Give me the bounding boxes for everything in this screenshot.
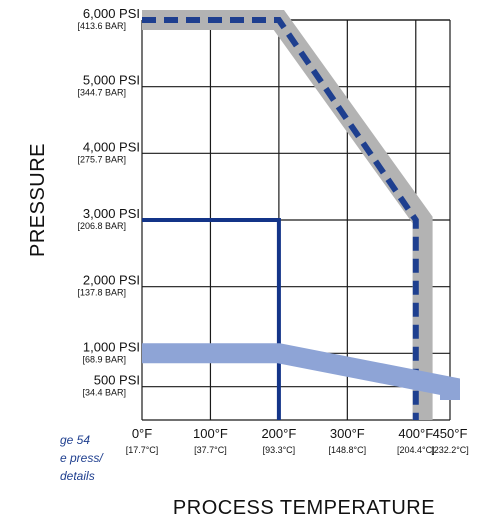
y-tick-labels: 500 PSI[34.4 BAR] 1,000 PSI[68.9 BAR] 2,00… [77,6,140,398]
x-tick-label: 400°F [398,426,433,441]
x-tick-label: 0°F [132,426,152,441]
y-tick-label: 6,000 PSI [83,6,140,21]
x-tick-label: 200°F [261,426,296,441]
x-tick-labels: 0°F [17.7°C] 100°F [37.7°C] 200°F [93.3°C] 300… [126,426,469,455]
y-tick-label: 4,000 PSI [83,139,140,154]
y-tick-sublabel: [137.8 BAR] [77,288,126,298]
y-tick-label: 1,000 PSI [83,339,140,354]
y-tick-sublabel: [34.4 BAR] [82,388,126,398]
side-note: ge 54 e press/ details [60,433,104,483]
x-tick-sublabel: [93.3°C] [263,445,296,455]
y-tick-sublabel: [413.6 BAR] [77,21,126,31]
x-tick-sublabel: [37.7°C] [194,445,227,455]
x-axis-title: PROCESS TEMPERATURE [173,497,435,519]
y-tick-sublabel: [68.9 BAR] [82,354,126,364]
side-note-line: e press/ [60,451,104,465]
x-tick-label: 450°F [433,426,468,441]
x-tick-sublabel: [232.2°C] [431,445,469,455]
y-tick-label: 5,000 PSI [83,73,140,88]
y-tick-label: 3,000 PSI [83,206,140,221]
x-tick-sublabel: [204.4°C] [397,445,435,455]
y-tick-label: 2,000 PSI [83,273,140,288]
x-tick-label: 100°F [193,426,228,441]
x-tick-sublabel: [17.7°C] [126,445,159,455]
series-line-thick-band [142,343,460,400]
side-note-line: details [60,469,95,483]
y-axis-title: PRESSURE [27,143,49,257]
x-tick-label: 300°F [330,426,365,441]
x-tick-sublabel: [148.8°C] [329,445,367,455]
chart-series-layer [142,10,460,420]
y-tick-sublabel: [275.7 BAR] [77,154,126,164]
side-note-line: ge 54 [60,433,90,447]
series-line-dashed [142,17,419,420]
y-tick-sublabel: [344.7 BAR] [77,88,126,98]
y-tick-sublabel: [206.8 BAR] [77,221,126,231]
y-tick-label: 500 PSI [94,373,140,388]
